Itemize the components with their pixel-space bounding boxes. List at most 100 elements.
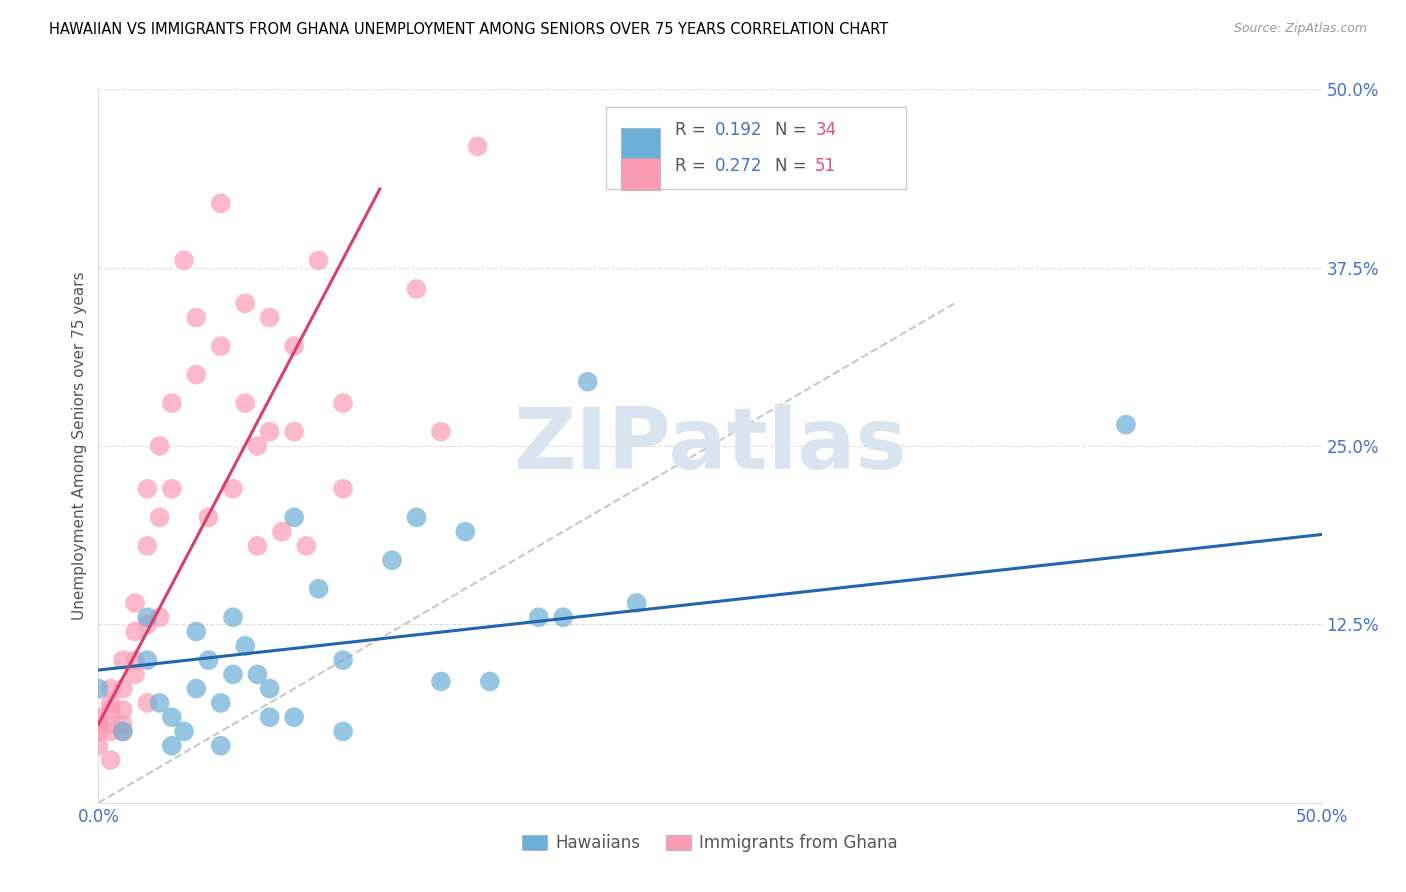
- Text: Source: ZipAtlas.com: Source: ZipAtlas.com: [1233, 22, 1367, 36]
- Point: [478, 674, 501, 689]
- Point: [87, 724, 110, 739]
- Point: [454, 524, 477, 539]
- Point: [100, 724, 122, 739]
- Point: [124, 596, 146, 610]
- Point: [197, 653, 219, 667]
- Point: [186, 681, 208, 696]
- Point: [173, 724, 195, 739]
- Point: [246, 439, 269, 453]
- Text: 0.192: 0.192: [714, 121, 762, 139]
- Point: [430, 425, 453, 439]
- Point: [197, 510, 219, 524]
- Text: HAWAIIAN VS IMMIGRANTS FROM GHANA UNEMPLOYMENT AMONG SENIORS OVER 75 YEARS CORRE: HAWAIIAN VS IMMIGRANTS FROM GHANA UNEMPL…: [49, 22, 889, 37]
- Point: [209, 196, 232, 211]
- Point: [246, 539, 269, 553]
- Point: [283, 710, 305, 724]
- Point: [283, 339, 305, 353]
- Point: [553, 610, 575, 624]
- Point: [136, 696, 159, 710]
- Point: [430, 674, 453, 689]
- Point: [124, 624, 146, 639]
- Point: [233, 639, 256, 653]
- Point: [136, 539, 159, 553]
- Point: [149, 610, 172, 624]
- Point: [87, 681, 110, 696]
- Point: [149, 696, 172, 710]
- Point: [259, 681, 281, 696]
- Point: [209, 696, 232, 710]
- Point: [186, 310, 208, 325]
- Point: [160, 710, 183, 724]
- Point: [100, 696, 122, 710]
- Point: [100, 703, 122, 717]
- Point: [233, 396, 256, 410]
- Point: [246, 667, 269, 681]
- Point: [259, 425, 281, 439]
- Point: [87, 739, 110, 753]
- Point: [405, 282, 427, 296]
- Point: [173, 253, 195, 268]
- FancyBboxPatch shape: [620, 128, 659, 160]
- Point: [527, 610, 550, 624]
- Point: [149, 510, 172, 524]
- Point: [626, 596, 648, 610]
- Point: [100, 681, 122, 696]
- Text: R =: R =: [675, 157, 710, 175]
- Point: [136, 482, 159, 496]
- Text: 34: 34: [815, 121, 837, 139]
- Point: [111, 653, 134, 667]
- Point: [186, 624, 208, 639]
- Point: [332, 396, 354, 410]
- Point: [233, 296, 256, 310]
- Point: [576, 375, 599, 389]
- Point: [136, 610, 159, 624]
- Point: [186, 368, 208, 382]
- Point: [308, 582, 330, 596]
- Point: [209, 739, 232, 753]
- Point: [100, 717, 122, 731]
- Text: R =: R =: [675, 121, 710, 139]
- Point: [259, 710, 281, 724]
- Point: [283, 425, 305, 439]
- Point: [295, 539, 318, 553]
- Point: [111, 724, 134, 739]
- Point: [381, 553, 404, 567]
- Text: N =: N =: [775, 157, 811, 175]
- Point: [111, 724, 134, 739]
- Point: [467, 139, 489, 153]
- Point: [111, 681, 134, 696]
- Point: [160, 739, 183, 753]
- Text: N =: N =: [775, 121, 811, 139]
- Point: [87, 717, 110, 731]
- Legend: Hawaiians, Immigrants from Ghana: Hawaiians, Immigrants from Ghana: [516, 828, 904, 859]
- Text: 0.272: 0.272: [714, 157, 762, 175]
- Point: [124, 653, 146, 667]
- Point: [136, 653, 159, 667]
- Point: [87, 710, 110, 724]
- Text: ZIPatlas: ZIPatlas: [513, 404, 907, 488]
- Point: [149, 439, 172, 453]
- Point: [270, 524, 294, 539]
- Point: [332, 653, 354, 667]
- Point: [222, 482, 245, 496]
- Point: [111, 703, 134, 717]
- Point: [111, 717, 134, 731]
- Text: 51: 51: [815, 157, 837, 175]
- FancyBboxPatch shape: [620, 158, 659, 190]
- Point: [332, 724, 354, 739]
- Point: [222, 610, 245, 624]
- Point: [160, 482, 183, 496]
- Point: [160, 396, 183, 410]
- Point: [209, 339, 232, 353]
- FancyBboxPatch shape: [606, 107, 905, 189]
- Y-axis label: Unemployment Among Seniors over 75 years: Unemployment Among Seniors over 75 years: [72, 272, 87, 620]
- Point: [308, 253, 330, 268]
- Point: [332, 482, 354, 496]
- Point: [283, 510, 305, 524]
- Point: [259, 310, 281, 325]
- Point: [1115, 417, 1137, 432]
- Point: [124, 667, 146, 681]
- Point: [100, 753, 122, 767]
- Point: [405, 510, 427, 524]
- Point: [136, 617, 159, 632]
